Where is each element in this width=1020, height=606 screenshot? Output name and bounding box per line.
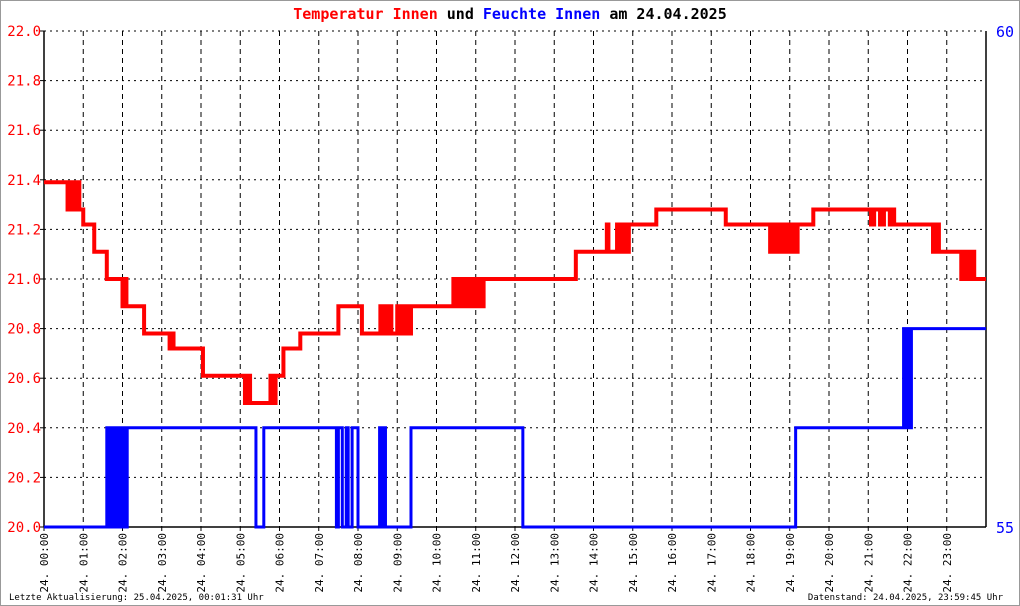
last-update-text: Letzte Aktualisierung: 25.04.2025, 00:01…	[9, 593, 264, 603]
y-left-tick-label: 20.8	[7, 322, 41, 338]
y-left-tick-label: 21.2	[7, 222, 41, 238]
x-tick-label: 24. 02:00	[117, 533, 130, 593]
chart-title: Temperatur Innen und Feuchte Innen am 24…	[1, 5, 1019, 23]
y-right-tick-label: 55	[996, 519, 1014, 537]
x-tick-label: 24. 16:00	[666, 533, 679, 593]
series-line-humidity	[44, 327, 986, 529]
x-tick-label: 24. 20:00	[823, 533, 836, 593]
y-right-tick-label: 60	[996, 23, 1014, 41]
y-left-tick-label: 22.0	[7, 24, 41, 40]
x-tick-label: 24. 23:00	[941, 533, 954, 593]
x-tick-label: 24. 11:00	[470, 533, 483, 593]
x-tick-label: 24. 22:00	[902, 533, 915, 593]
x-tick-label: 24. 01:00	[77, 533, 90, 593]
title-temperature: Temperatur Innen	[293, 5, 438, 23]
x-tick-label: 24. 05:00	[234, 533, 247, 593]
x-tick-label: 24. 19:00	[784, 533, 797, 593]
y-left-tick-label: 21.4	[7, 173, 41, 189]
x-tick-label: 24. 13:00	[548, 533, 561, 593]
y-left-tick-label: 21.6	[7, 123, 41, 139]
x-tick-label: 24. 06:00	[274, 533, 287, 593]
x-tick-label: 24. 17:00	[705, 533, 718, 593]
y-left-tick-label: 20.2	[7, 470, 41, 486]
title-humidity: Feuchte Innen	[482, 5, 601, 23]
y-left-tick-label: 20.4	[7, 421, 41, 437]
y-left-tick-label: 21.0	[7, 272, 41, 288]
series-line-temperature	[44, 180, 986, 405]
x-tick-label: 24. 14:00	[588, 533, 601, 593]
y-left-tick-label: 20.0	[7, 520, 41, 536]
x-tick-label: 24. 10:00	[431, 533, 444, 593]
x-tick-label: 24. 07:00	[313, 533, 326, 593]
x-tick-label: 24. 03:00	[156, 533, 169, 593]
x-tick-label: 24. 12:00	[509, 533, 522, 593]
y-left-tick-label: 20.6	[7, 371, 41, 387]
x-tick-label: 24. 04:00	[195, 533, 208, 593]
title-date: am 24.04.2025	[600, 5, 727, 23]
data-status-text: Datenstand: 24.04.2025, 23:59:45 Uhr	[807, 593, 1003, 603]
x-tick-label: 24. 21:00	[862, 533, 875, 593]
x-tick-label: 24. 18:00	[745, 533, 758, 593]
x-tick-label: 24. 08:00	[352, 533, 365, 593]
x-tick-label: 24. 00:00	[38, 533, 51, 593]
x-tick-label: 24. 09:00	[391, 533, 404, 593]
x-tick-label: 24. 15:00	[627, 533, 640, 593]
title-and: und	[437, 5, 483, 23]
y-left-tick-label: 21.8	[7, 74, 41, 90]
